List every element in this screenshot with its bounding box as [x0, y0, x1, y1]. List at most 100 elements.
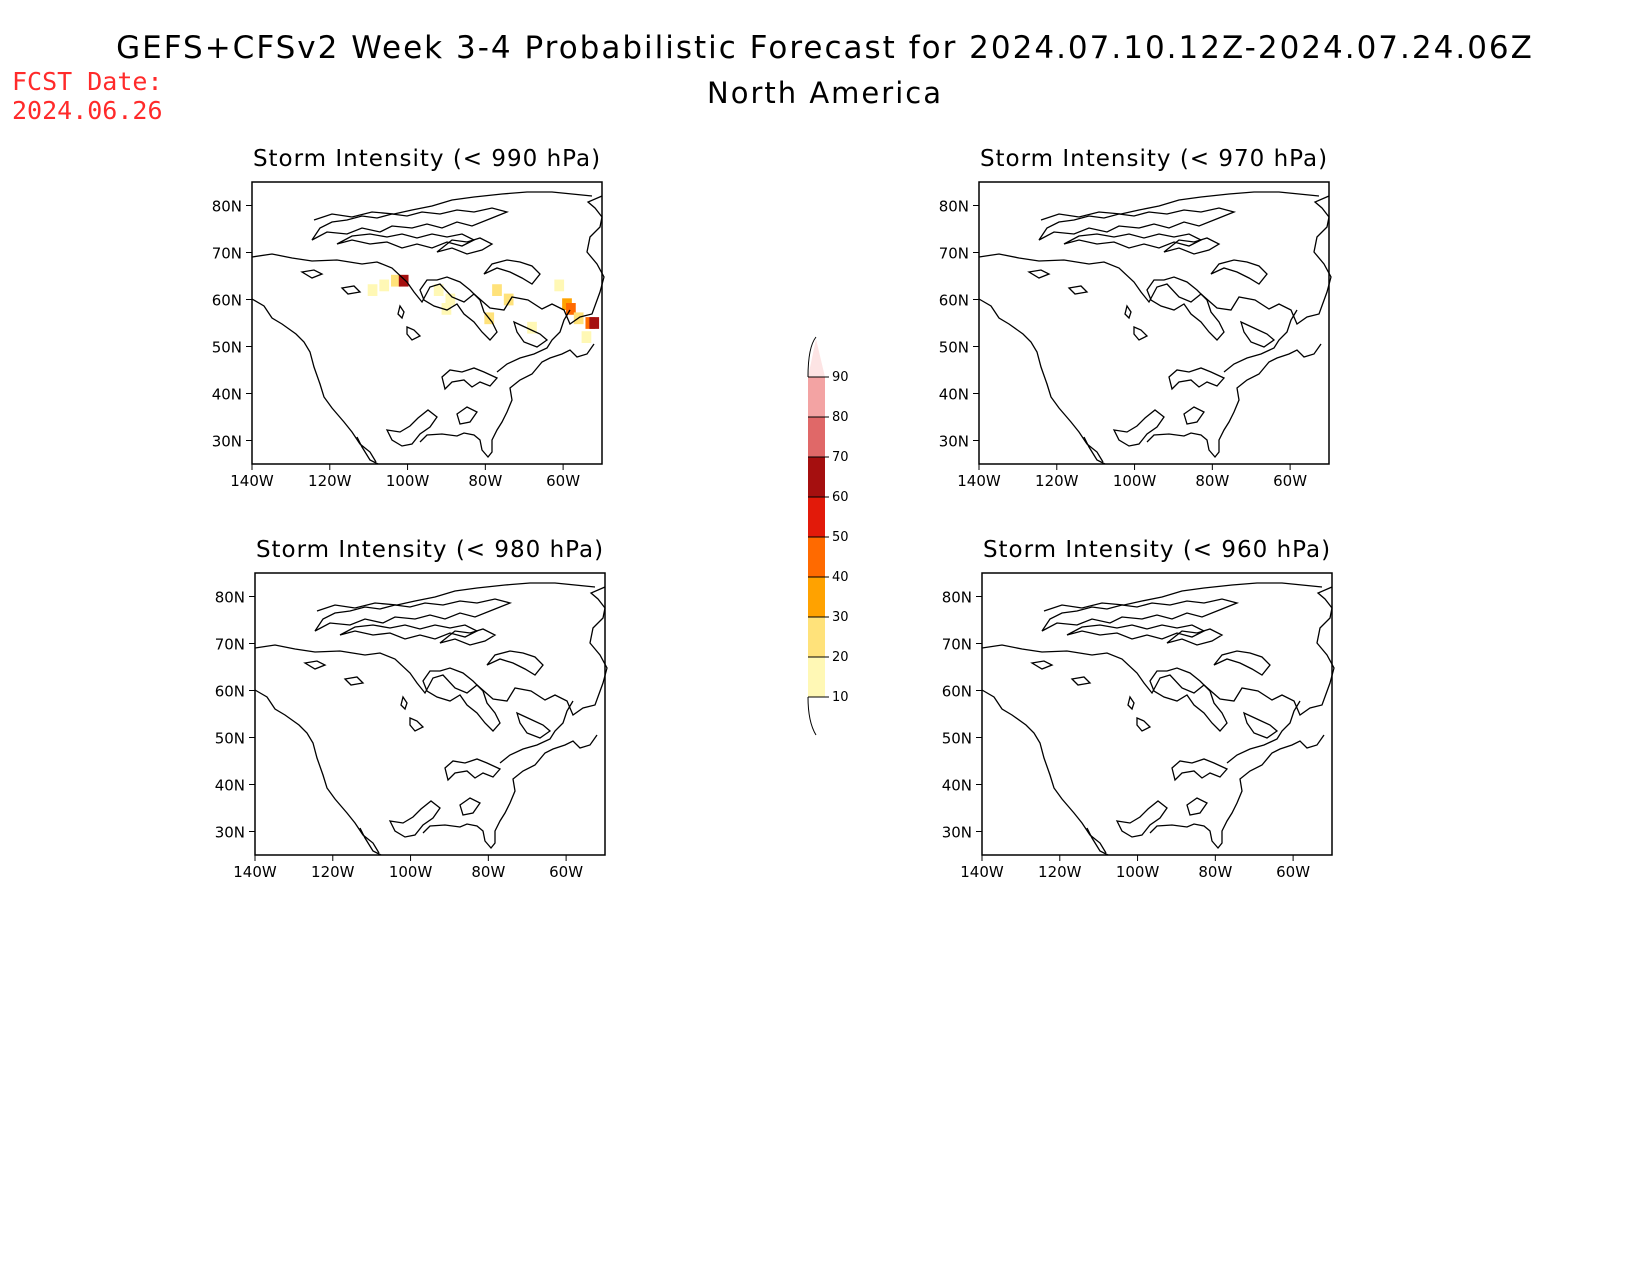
- lat-tick-label: 60N: [939, 292, 969, 310]
- coastline: [251, 191, 605, 465]
- lon-tick-label: 60W: [546, 472, 580, 490]
- lat-tick-label: 80N: [215, 589, 245, 607]
- probability-cell: [554, 279, 565, 292]
- colorbar-label: 80: [832, 410, 849, 425]
- fcst-date-label: FCST Date:: [12, 67, 163, 96]
- lon-tick-label: 60W: [549, 863, 583, 881]
- lon-tick-label: 100W: [386, 472, 430, 490]
- lat-tick-label: 40N: [215, 777, 245, 795]
- colorbar-label: 40: [832, 570, 849, 585]
- panel-title: Storm Intensity (< 990 hPa): [253, 146, 601, 172]
- map-frame: [981, 572, 1333, 856]
- colorbar-swatch: [808, 657, 825, 697]
- lat-tick-label: 60N: [212, 292, 242, 310]
- probability-cell: [367, 284, 378, 296]
- region-subtitle: North America: [707, 76, 943, 110]
- lat-tick-label: 50N: [212, 339, 242, 357]
- map-frame: [978, 181, 1330, 465]
- panel-title: Storm Intensity (< 970 hPa): [980, 146, 1328, 172]
- colorbar-label: 70: [832, 450, 849, 465]
- coastline: [254, 582, 608, 856]
- lon-tick-label: 140W: [233, 863, 277, 881]
- colorbar-swatch: [808, 457, 825, 497]
- probability-cells: [367, 274, 600, 343]
- lon-tick-label: 120W: [1038, 863, 1082, 881]
- lon-tick-label: 100W: [389, 863, 433, 881]
- colorbar-label: 30: [832, 610, 849, 625]
- fcst-date-value: 2024.06.26: [12, 96, 163, 125]
- probability-cell: [441, 303, 452, 315]
- lon-tick-label: 140W: [230, 472, 274, 490]
- probability-cell: [589, 317, 600, 329]
- probability-cell: [527, 321, 537, 334]
- lat-tick-label: 40N: [212, 386, 242, 404]
- lat-tick-label: 30N: [939, 433, 969, 451]
- lon-tick-label: 60W: [1276, 863, 1310, 881]
- lat-tick-label: 40N: [942, 777, 972, 795]
- probability-cell: [492, 284, 502, 296]
- lon-tick-label: 120W: [1035, 472, 1079, 490]
- lon-tick-label: 140W: [960, 863, 1004, 881]
- colorbar-swatch: [808, 497, 825, 537]
- map-frame: [254, 572, 606, 856]
- lat-tick-label: 70N: [939, 245, 969, 263]
- colorbar-label: 90: [832, 370, 849, 385]
- probability-cell: [398, 274, 409, 287]
- lon-tick-label: 80W: [468, 472, 502, 490]
- map-frame: [251, 181, 603, 465]
- lon-tick-label: 120W: [308, 472, 352, 490]
- lat-tick-label: 50N: [939, 339, 969, 357]
- probability-cell: [433, 284, 444, 296]
- map-panel: Storm Intensity (< 980 hPa) 80N 70N 60N 50N 4…: [215, 537, 608, 881]
- lon-tick-label: 80W: [471, 863, 505, 881]
- lat-tick-label: 70N: [215, 636, 245, 654]
- lon-tick-label: 100W: [1116, 863, 1160, 881]
- colorbar-swatch: [808, 537, 825, 577]
- colorbar: 90 80 70 60 50 40 30 20 10: [807, 336, 849, 736]
- lon-tick-label: 140W: [957, 472, 1001, 490]
- lat-tick-label: 30N: [942, 824, 972, 842]
- colorbar-label: 20: [832, 650, 849, 665]
- lat-tick-label: 80N: [212, 198, 242, 216]
- colorbar-label: 60: [832, 490, 849, 505]
- lat-tick-label: 50N: [215, 730, 245, 748]
- map-panel: Storm Intensity (< 970 hPa) 80N 70N 60N 50N 4…: [939, 146, 1332, 490]
- lat-tick-label: 50N: [942, 730, 972, 748]
- probability-cell: [566, 303, 576, 315]
- colorbar-swatch: [808, 417, 825, 457]
- colorbar-swatch: [808, 577, 825, 617]
- lon-tick-label: 60W: [1273, 472, 1307, 490]
- lon-tick-label: 80W: [1195, 472, 1229, 490]
- coastline: [981, 582, 1335, 856]
- colorbar-outline: [807, 336, 817, 378]
- lat-tick-label: 30N: [215, 824, 245, 842]
- lat-tick-label: 40N: [939, 386, 969, 404]
- colorbar-swatch: [808, 617, 825, 657]
- colorbar-label: 10: [832, 690, 849, 705]
- panel-title: Storm Intensity (< 980 hPa): [256, 537, 604, 563]
- main-title: GEFS+CFSv2 Week 3-4 Probabilistic Foreca…: [116, 30, 1534, 66]
- probability-cell: [581, 331, 592, 343]
- map-panel: Storm Intensity (< 990 hPa) 80N 70N 60N 50N 4…: [212, 146, 605, 490]
- lat-tick-label: 30N: [212, 433, 242, 451]
- lat-tick-label: 60N: [215, 683, 245, 701]
- coastline: [978, 191, 1332, 465]
- colorbar-label: 50: [832, 530, 849, 545]
- probability-cell: [379, 279, 390, 292]
- colorbar-max-triangle: [808, 339, 825, 377]
- lon-tick-label: 100W: [1113, 472, 1157, 490]
- probability-cell: [445, 293, 456, 306]
- lon-tick-label: 120W: [311, 863, 355, 881]
- colorbar-outline: [807, 696, 817, 736]
- panel-title: Storm Intensity (< 960 hPa): [983, 537, 1331, 563]
- lat-tick-label: 80N: [942, 589, 972, 607]
- probability-cell: [391, 274, 401, 287]
- probability-cell: [503, 293, 514, 306]
- lat-tick-label: 80N: [939, 198, 969, 216]
- lat-tick-label: 60N: [942, 683, 972, 701]
- map-panel: Storm Intensity (< 960 hPa) 80N 70N 60N 50N 4…: [942, 537, 1335, 881]
- colorbar-swatch: [808, 377, 825, 417]
- lat-tick-label: 70N: [212, 245, 242, 263]
- lon-tick-label: 80W: [1198, 863, 1232, 881]
